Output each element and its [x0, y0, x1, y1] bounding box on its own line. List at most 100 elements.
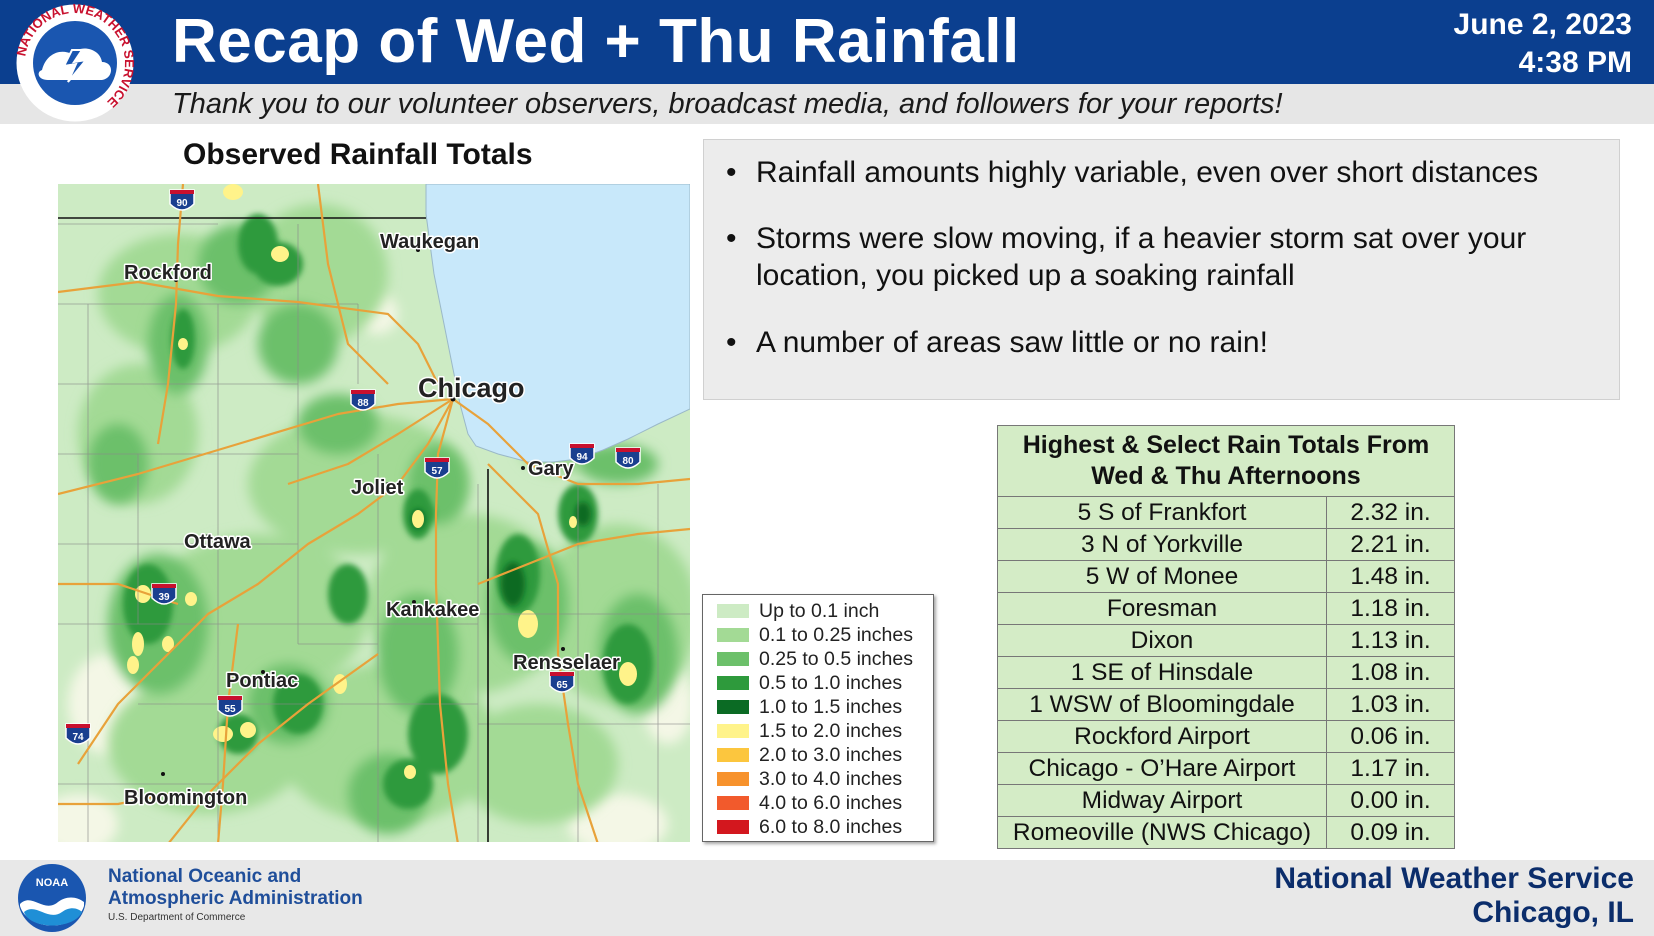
legend-swatch	[717, 604, 749, 618]
nws-office-name: National Weather Service	[1274, 862, 1634, 895]
table-row: Chicago - O’Hare Airport 1.17 in.	[997, 752, 1455, 785]
location-cell: Romeoville (NWS Chicago)	[997, 816, 1327, 849]
svg-text:57: 57	[431, 466, 443, 477]
legend-swatch	[717, 652, 749, 666]
amount-cell: 2.32 in.	[1326, 496, 1455, 529]
legend-item: 0.1 to 0.25 inches	[703, 623, 933, 647]
amount-cell: 1.13 in.	[1326, 624, 1455, 657]
interstate-57-shield: 57	[424, 457, 450, 479]
amount-cell: 1.48 in.	[1326, 560, 1455, 593]
legend-label: 6.0 to 8.0 inches	[759, 815, 903, 838]
legend-label: 0.1 to 0.25 inches	[759, 623, 913, 646]
legend-item: 2.0 to 3.0 inches	[703, 743, 933, 767]
amount-cell: 1.03 in.	[1326, 688, 1455, 721]
rainfall-map: 90 88 57 94 80 39 65 55 74 Rockford Wauk…	[58, 184, 690, 842]
header-bar	[0, 0, 1654, 84]
amount-cell: 2.21 in.	[1326, 528, 1455, 561]
city-label-rensselaer: Rensselaer	[513, 652, 620, 674]
city-label-pontiac: Pontiac	[226, 670, 298, 692]
bullet-dot-icon: •	[726, 156, 737, 189]
location-cell: 1 SE of Hinsdale	[997, 656, 1327, 689]
rainfall-legend: Up to 0.1 inch 0.1 to 0.25 inches 0.25 t…	[702, 594, 934, 842]
city-label-bloomington: Bloomington	[124, 787, 247, 809]
city-label-ottawa: Ottawa	[184, 531, 252, 553]
bullet-item: • Storms were slow moving, if a heavier s…	[726, 220, 1576, 294]
bullet-item: • Rainfall amounts highly variable, even …	[726, 154, 1538, 191]
page-title: Recap of Wed + Thu Rainfall	[172, 7, 1020, 76]
map-title: Observed Rainfall Totals	[183, 138, 533, 171]
location-cell: Rockford Airport	[997, 720, 1327, 753]
legend-item: 6.0 to 8.0 inches	[703, 815, 933, 839]
table-row: Midway Airport 0.00 in.	[997, 784, 1455, 817]
legend-swatch	[717, 700, 749, 714]
amount-cell: 1.18 in.	[1326, 592, 1455, 625]
table-row: 1 WSW of Bloomingdale 1.03 in.	[997, 688, 1455, 721]
rain-totals-table: Highest & Select Rain Totals From Wed & …	[997, 425, 1455, 849]
table-row: 5 W of Monee 1.48 in.	[997, 560, 1455, 593]
svg-text:65: 65	[556, 680, 568, 691]
location-cell: Midway Airport	[997, 784, 1327, 817]
bullet-text: Rainfall amounts highly variable, even o…	[756, 156, 1539, 189]
legend-label: 4.0 to 6.0 inches	[759, 791, 903, 814]
interstate-90-shield: 90	[169, 189, 195, 211]
legend-label: 1.5 to 2.0 inches	[759, 719, 903, 742]
legend-swatch	[717, 628, 749, 642]
amount-cell: 1.08 in.	[1326, 656, 1455, 689]
legend-item: Up to 0.1 inch	[703, 599, 933, 623]
location-cell: Foresman	[997, 592, 1327, 625]
amount-cell: 0.06 in.	[1326, 720, 1455, 753]
city-label-rockford: Rockford	[124, 262, 212, 284]
nws-office-location: Chicago, IL	[1472, 896, 1634, 929]
noaa-name: National Oceanic and Atmospheric Adminis…	[108, 866, 363, 910]
interstate-55-shield: 55	[217, 695, 243, 717]
bullet-dot-icon: •	[726, 222, 737, 255]
city-label-chicago: Chicago	[418, 373, 525, 403]
svg-text:NOAA: NOAA	[36, 877, 68, 889]
bullet-text: A number of areas saw little or no rain!	[756, 326, 1268, 359]
table-header: Highest & Select Rain Totals From Wed & …	[997, 425, 1455, 497]
bullet-text: Storms were slow moving, if a heavier st…	[756, 222, 1527, 292]
city-label-kankakee: Kankakee	[386, 599, 479, 621]
legend-swatch	[717, 676, 749, 690]
svg-text:90: 90	[176, 198, 188, 209]
svg-text:39: 39	[158, 592, 170, 603]
legend-swatch	[717, 820, 749, 834]
amount-cell: 1.17 in.	[1326, 752, 1455, 785]
amount-cell: 0.00 in.	[1326, 784, 1455, 817]
bullet-dot-icon: •	[726, 326, 737, 359]
svg-text:55: 55	[224, 704, 236, 715]
noaa-name-line2: Atmospheric Administration	[108, 888, 363, 909]
footer-bar	[0, 860, 1654, 936]
rainfall-map-graphic: 90 88 57 94 80 39 65 55 74 Rockford Wauk…	[58, 184, 690, 842]
noaa-logo-icon: NOAA	[18, 864, 86, 932]
location-cell: 3 N of Yorkville	[997, 528, 1327, 561]
city-label-gary: Gary	[528, 458, 574, 480]
legend-swatch	[717, 748, 749, 762]
location-cell: Dixon	[997, 624, 1327, 657]
city-label-waukegan: Waukegan	[380, 231, 479, 253]
legend-item: 4.0 to 6.0 inches	[703, 791, 933, 815]
issue-time: 4:38 PM	[1518, 46, 1632, 79]
subheader-bar	[0, 84, 1654, 124]
nws-office: National Weather Service Chicago, IL	[1274, 862, 1634, 930]
legend-label: 3.0 to 4.0 inches	[759, 767, 903, 790]
noaa-name-line1: National Oceanic and	[108, 866, 302, 887]
table-row: 1 SE of Hinsdale 1.08 in.	[997, 656, 1455, 689]
amount-cell: 0.09 in.	[1326, 816, 1455, 849]
location-cell: 5 S of Frankfort	[997, 496, 1327, 529]
svg-text:88: 88	[357, 398, 369, 409]
legend-label: 1.0 to 1.5 inches	[759, 695, 903, 718]
svg-text:74: 74	[72, 732, 84, 743]
nws-logo-icon: NATIONAL WEATHER SERVICE	[13, 2, 137, 122]
interstate-39-shield: 39	[151, 583, 177, 605]
legend-swatch	[717, 796, 749, 810]
issue-date: June 2, 2023	[1453, 8, 1632, 41]
table-row: Dixon 1.13 in.	[997, 624, 1455, 657]
city-label-joliet: Joliet	[351, 477, 404, 499]
location-cell: 5 W of Monee	[997, 560, 1327, 593]
legend-swatch	[717, 724, 749, 738]
noaa-department: U.S. Department of Commerce	[108, 912, 246, 923]
location-cell: 1 WSW of Bloomingdale	[997, 688, 1327, 721]
issue-datetime: June 2, 2023 4:38 PM	[1354, 6, 1654, 82]
svg-text:94: 94	[576, 452, 588, 463]
